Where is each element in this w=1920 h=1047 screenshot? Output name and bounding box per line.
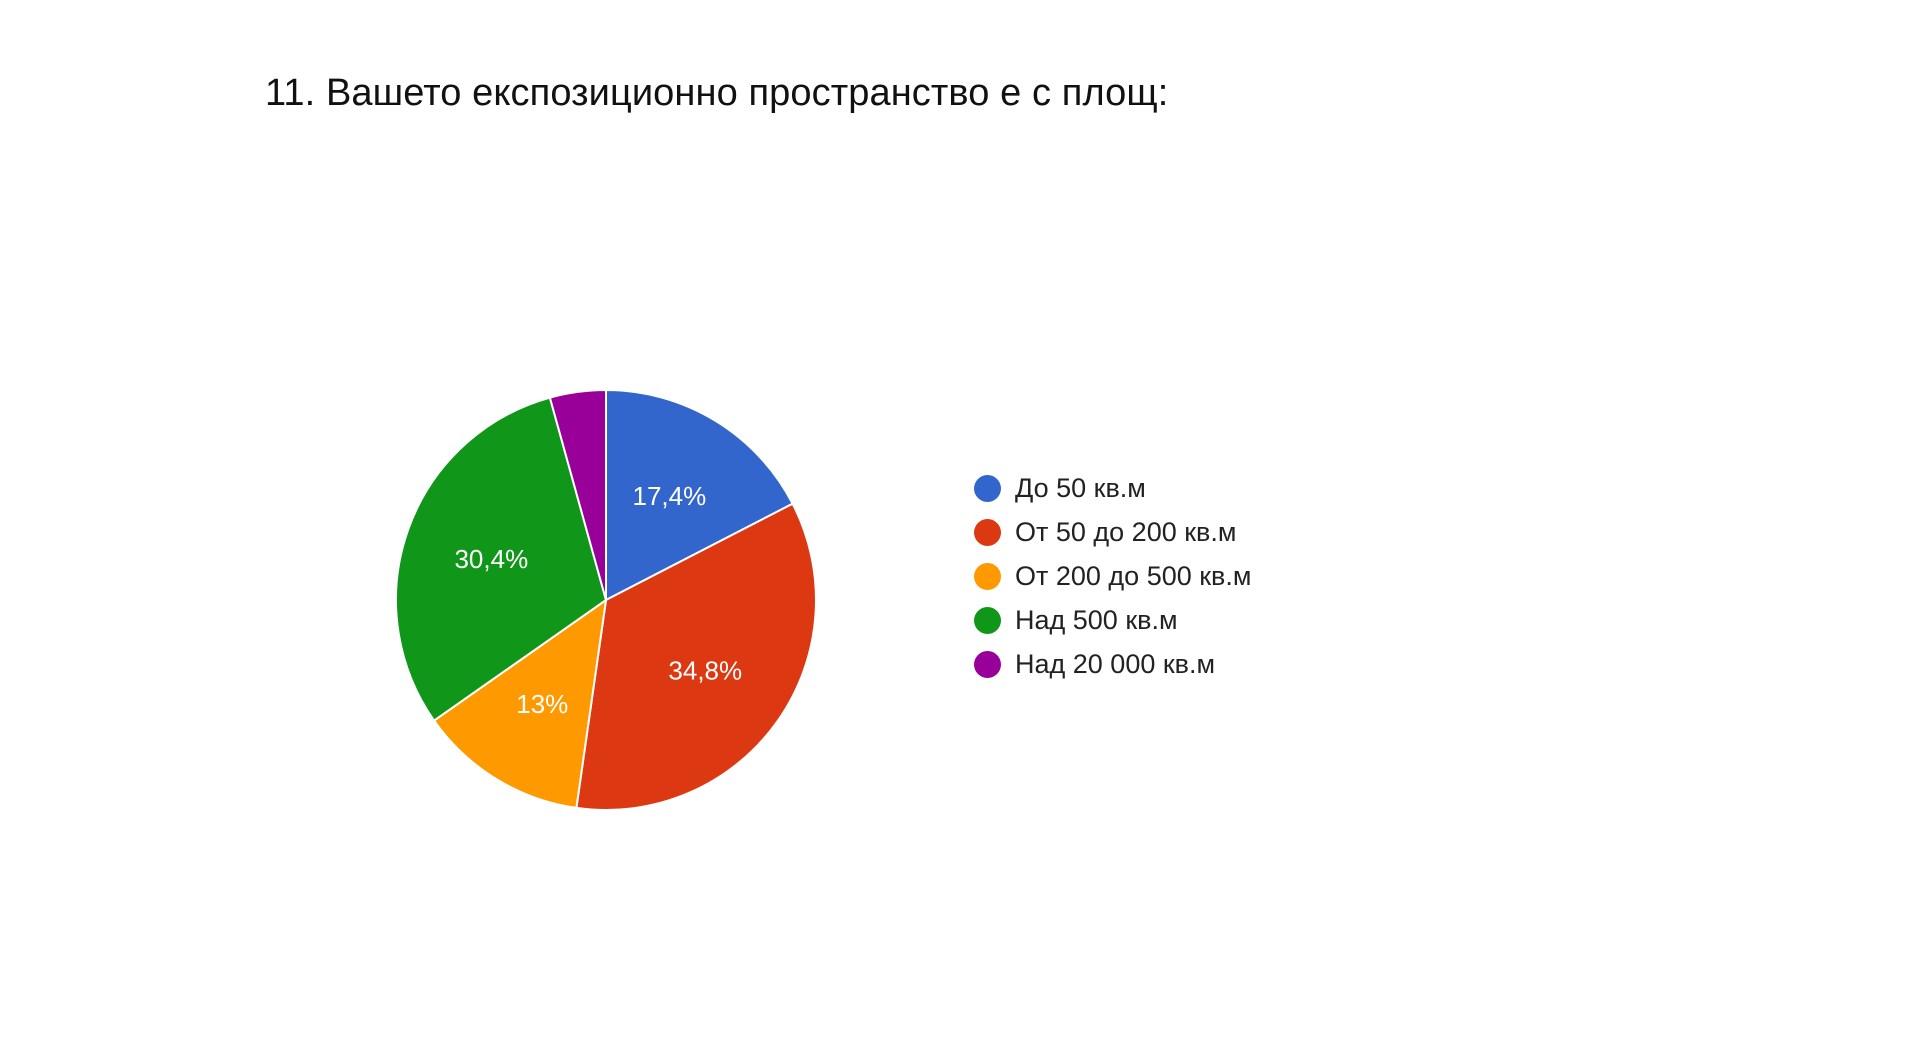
slice-value-label: 34,8% xyxy=(668,656,742,686)
pie-slice xyxy=(575,502,817,811)
pie-slice xyxy=(548,388,607,601)
legend-label: От 200 до 500 кв.м xyxy=(1015,560,1252,591)
legend-label: Над 500 кв.м xyxy=(1015,604,1178,635)
legend-swatch xyxy=(974,474,1001,502)
slice-value-label: 17,4% xyxy=(633,481,707,511)
legend-label: До 50 кв.м xyxy=(1015,472,1146,503)
legend-item: От 50 до 200 кв.м xyxy=(974,510,1251,554)
chart-title: 11. Вашето експозиционно пространство е … xyxy=(265,72,1169,114)
legend-label: Над 20 000 кв.м xyxy=(1015,648,1216,679)
legend-item: От 200 до 500 кв.м xyxy=(974,554,1251,598)
pie-slice xyxy=(395,396,608,722)
pie-slice xyxy=(605,388,794,602)
pie-slice xyxy=(432,597,608,810)
legend-item: До 50 кв.м xyxy=(974,466,1251,510)
legend-swatch xyxy=(974,518,1001,546)
legend-item: Над 20 000 кв.м xyxy=(974,642,1251,686)
legend-swatch xyxy=(974,606,1001,634)
legend-label: От 50 до 200 кв.м xyxy=(1015,516,1237,547)
legend-item: Над 500 кв.м xyxy=(974,598,1251,642)
legend-swatch xyxy=(974,650,1001,678)
slice-value-label: 13% xyxy=(516,689,568,719)
slice-value-label: 30,4% xyxy=(454,544,528,574)
chart-legend: До 50 кв.м От 50 до 200 кв.м От 200 до 500… xyxy=(974,466,1251,686)
legend-swatch xyxy=(974,562,1001,590)
